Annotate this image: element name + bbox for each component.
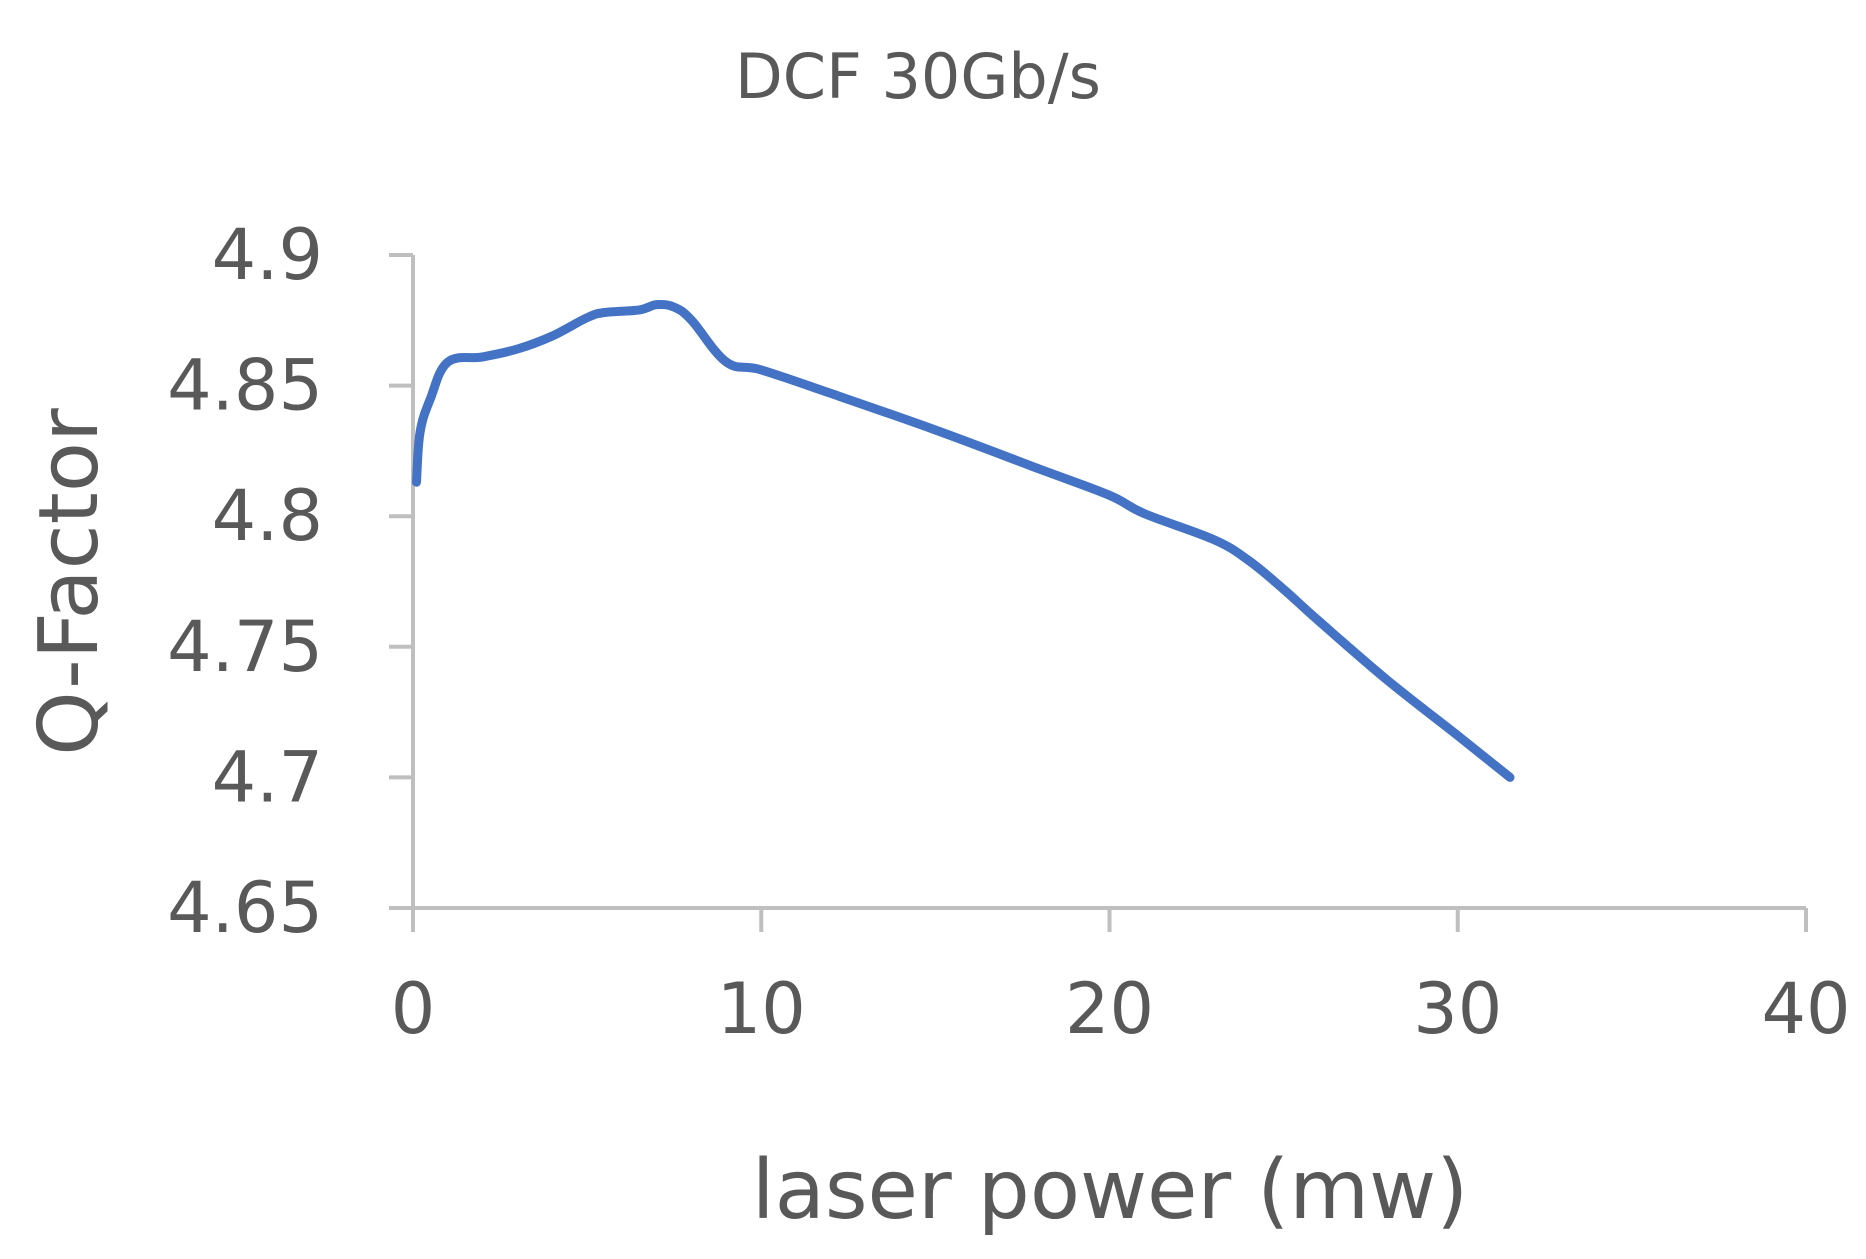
y-tick-label: 4.85	[167, 345, 323, 427]
x-tick-label: 10	[717, 968, 806, 1050]
y-tick-label: 4.9	[212, 214, 323, 296]
series-group	[412, 299, 1515, 782]
y-tick-label: 4.65	[167, 867, 323, 949]
chart-title: DCF 30Gb/s	[735, 40, 1101, 113]
y-ticks: 4.9 4.85 4.8 4.75 4.7 4.65	[167, 214, 413, 949]
x-axis-label: laser power (mw)	[752, 1143, 1468, 1238]
y-tick-label: 4.7	[212, 736, 323, 818]
x-tick-label: 0	[391, 968, 436, 1050]
axes	[411, 255, 1806, 910]
x-tick-label: 20	[1065, 968, 1154, 1050]
x-ticks: 0 10 20 30 40	[391, 908, 1851, 1050]
y-axis-label: Q-Factor	[22, 408, 117, 756]
y-tick-label: 4.75	[167, 606, 323, 688]
x-tick-label: 30	[1413, 968, 1502, 1050]
x-tick-label: 40	[1761, 968, 1850, 1050]
series-line-0	[412, 299, 1515, 782]
y-tick-label: 4.8	[212, 475, 323, 557]
